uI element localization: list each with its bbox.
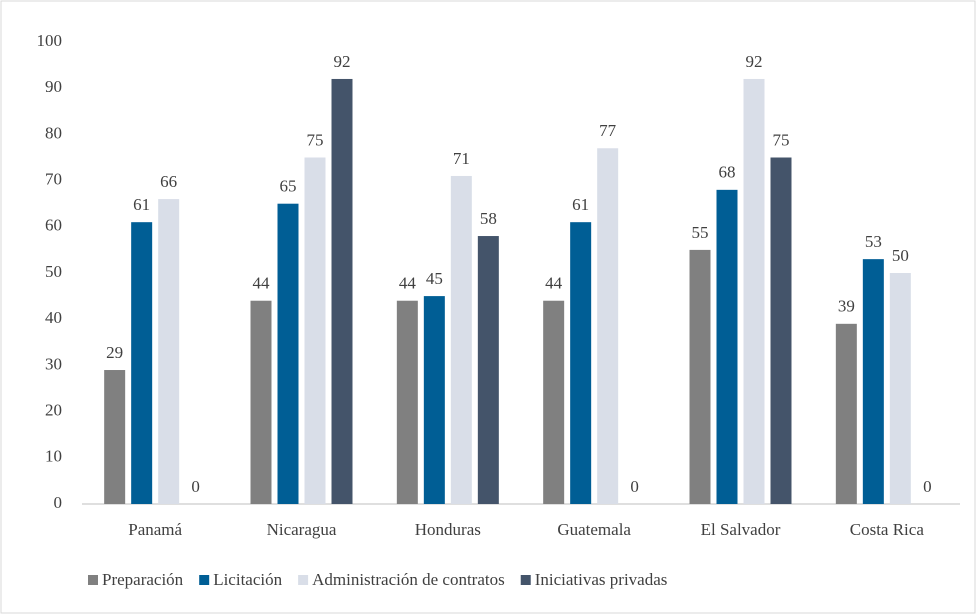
y-tick-label: 80: [45, 123, 62, 142]
x-tick-label: Panamá: [128, 520, 182, 539]
x-tick-label: Nicaragua: [267, 520, 337, 539]
bar: [104, 370, 126, 504]
bar: [423, 296, 445, 504]
legend-swatch: [298, 575, 309, 585]
bar: [770, 157, 792, 504]
bar: [131, 222, 153, 504]
data-label: 61: [572, 195, 589, 214]
y-tick-label: 20: [45, 401, 62, 420]
bar: [277, 203, 299, 504]
y-tick-label: 90: [45, 77, 62, 96]
data-label: 45: [426, 269, 443, 288]
y-tick-label: 100: [37, 31, 63, 50]
data-label: 61: [133, 195, 150, 214]
bar: [743, 78, 765, 505]
y-tick-label: 60: [45, 216, 62, 235]
data-label: 39: [838, 297, 855, 316]
legend-label: Administración de contratos: [312, 570, 505, 589]
bar: [477, 236, 499, 505]
bar: [889, 273, 911, 504]
bar: [396, 300, 418, 504]
y-tick-label: 30: [45, 354, 62, 373]
bar: [158, 199, 180, 504]
legend-label: Iniciativas privadas: [535, 570, 668, 589]
legend-swatch: [520, 575, 531, 585]
y-tick-label: 70: [45, 170, 62, 189]
x-tick-label: Costa Rica: [850, 520, 925, 539]
data-label: 58: [480, 209, 497, 228]
bar: [450, 175, 472, 505]
bar: [597, 148, 619, 504]
bar: [570, 222, 592, 504]
bar: [689, 249, 711, 504]
y-tick-label: 50: [45, 262, 62, 281]
bar: [835, 323, 857, 504]
bar: [331, 78, 353, 505]
data-label: 92: [334, 52, 351, 71]
data-label: 44: [545, 274, 563, 293]
data-label: 75: [773, 130, 790, 149]
data-label: 29: [106, 343, 123, 362]
data-label: 71: [453, 149, 470, 168]
x-tick-label: Guatemala: [557, 520, 631, 539]
data-label: 44: [253, 274, 271, 293]
data-label: 66: [160, 172, 177, 191]
legend-swatch: [88, 575, 98, 585]
bar: [862, 259, 884, 504]
data-label: 53: [865, 232, 882, 251]
data-label: 0: [191, 477, 200, 496]
data-label: 0: [923, 477, 932, 496]
data-label: 65: [280, 177, 297, 196]
data-label: 77: [599, 121, 617, 140]
y-tick-label: 40: [45, 308, 62, 327]
bar: [716, 189, 738, 504]
legend-swatch: [199, 575, 210, 585]
data-label: 55: [692, 223, 709, 242]
y-tick-label: 10: [45, 447, 62, 466]
data-label: 75: [307, 130, 324, 149]
bar: [304, 157, 326, 504]
legend-label: Preparación: [102, 570, 184, 589]
legend-label: Licitación: [213, 570, 282, 589]
bar: [543, 300, 565, 504]
data-label: 0: [630, 477, 639, 496]
data-label: 50: [892, 246, 909, 265]
data-label: 44: [399, 274, 417, 293]
data-label: 68: [719, 163, 736, 182]
bar: [250, 300, 272, 504]
data-label: 92: [746, 52, 763, 71]
x-tick-label: Honduras: [415, 520, 481, 539]
y-tick-label: 0: [54, 493, 63, 512]
x-tick-label: El Salvador: [701, 520, 781, 539]
